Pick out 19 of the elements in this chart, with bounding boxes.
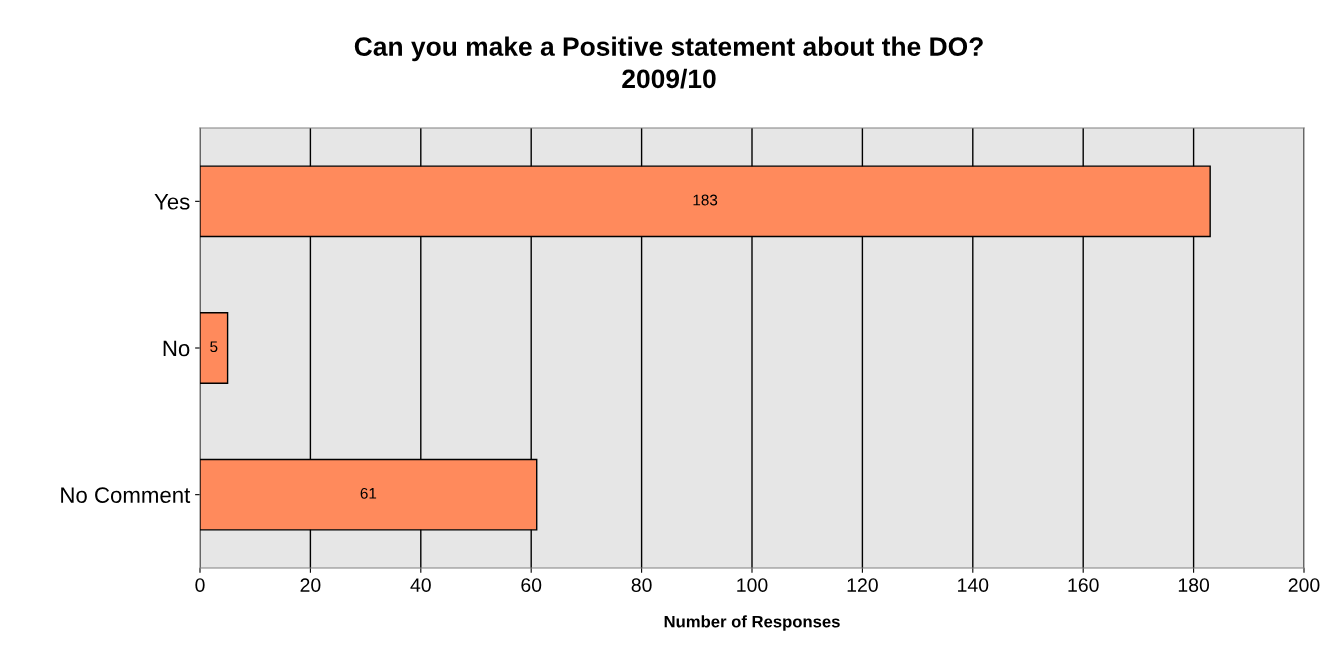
x-tick-label: 180 — [1178, 578, 1210, 592]
chart-title: Can you make a Positive statement about the DO? 2009/10 — [354, 36, 983, 89]
x-tick-label: 40 — [410, 578, 431, 592]
x-tick-label: 120 — [847, 578, 878, 592]
x-tick-label: 100 — [737, 578, 768, 592]
data-label: 5 — [210, 341, 218, 353]
x-tick-label: 160 — [1068, 578, 1099, 592]
data-label: 183 — [693, 194, 718, 206]
y-tick-label: No Comment — [61, 487, 191, 503]
data-label: 61 — [360, 487, 377, 499]
x-tick-label: 80 — [631, 578, 652, 592]
y-tick-label: No — [163, 340, 190, 357]
x-tick-label: 60 — [521, 578, 542, 592]
x-tick-label: 140 — [958, 578, 989, 592]
x-axis-title: Number of Responses — [664, 615, 840, 631]
x-tick-label: 20 — [300, 578, 321, 592]
x-tick-label: 200 — [1288, 578, 1320, 592]
y-tick-label: Yes — [154, 194, 190, 210]
x-tick-label: 0 — [195, 578, 205, 592]
